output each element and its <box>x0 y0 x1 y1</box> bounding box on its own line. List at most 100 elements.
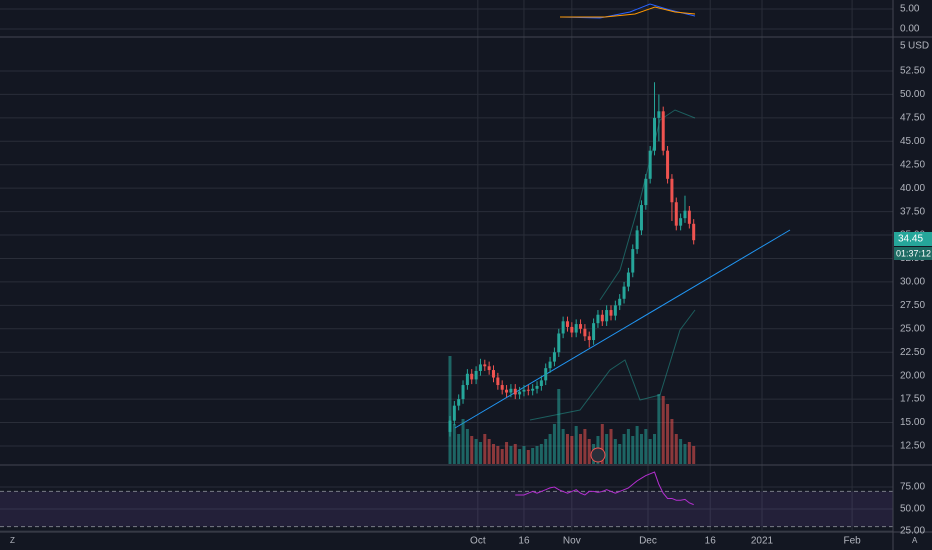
volume-bar <box>465 429 469 464</box>
volume-bar <box>653 434 657 464</box>
volume-bar <box>609 429 613 464</box>
volume-bar <box>631 436 635 464</box>
volume-bar <box>583 429 587 464</box>
countdown-box <box>894 247 932 260</box>
candle-body <box>465 373 469 386</box>
y-tick-label: 12.50 <box>900 441 925 452</box>
grid <box>0 0 893 532</box>
candle-body <box>679 218 683 226</box>
volume-bar <box>561 429 565 464</box>
x-tick-label: Dec <box>639 536 657 547</box>
x-tick-label: Feb <box>843 536 861 547</box>
volume-bar <box>461 419 465 464</box>
candle-body <box>670 178 674 203</box>
candle-body <box>657 111 661 118</box>
volume-bar <box>487 439 491 464</box>
candle-body <box>635 230 639 250</box>
volume-bar <box>692 446 696 464</box>
signal-line <box>560 6 696 18</box>
candle-body <box>622 286 626 299</box>
x-tick-label: 2021 <box>751 536 774 547</box>
volume-bar <box>522 446 526 464</box>
volume-bar <box>565 434 569 464</box>
volume-bar <box>552 424 556 464</box>
volume-bar <box>518 449 522 464</box>
volume-bar <box>474 439 478 464</box>
volume-bar <box>657 394 661 464</box>
countdown: 01:37:12 <box>896 248 931 258</box>
y-tick-label: 50.00 <box>900 89 925 100</box>
volume-bar <box>470 436 474 464</box>
candle-body <box>518 391 522 395</box>
volume-bar <box>674 434 678 464</box>
x-tick-label: 16 <box>705 536 717 547</box>
volume-bar <box>613 439 617 464</box>
volume-bar <box>483 434 487 464</box>
candle-body <box>579 324 583 329</box>
x-tick-label: Nov <box>563 536 581 547</box>
candle-body <box>644 178 648 206</box>
candle-body <box>539 380 543 386</box>
y-tick-label: 37.50 <box>900 206 925 217</box>
volume-bar <box>500 449 504 464</box>
y-tick-label: 0.00 <box>900 24 920 35</box>
candle-body <box>666 150 670 179</box>
candle-body <box>513 388 517 395</box>
y-tick-label: 45.00 <box>900 136 925 147</box>
candle-body <box>461 385 465 400</box>
candle-body <box>470 373 474 380</box>
candle-body <box>474 370 478 380</box>
y-tick-label: 17.50 <box>900 394 925 405</box>
candle-body <box>631 249 635 273</box>
y-tick-label: 42.50 <box>900 159 925 170</box>
auto-icon[interactable]: A <box>912 536 918 545</box>
axis-top-label: 5 <box>900 41 906 52</box>
candle-body <box>509 388 513 393</box>
candle-body <box>661 111 665 151</box>
volume-bar <box>579 434 583 464</box>
y-tick-label: 25.00 <box>900 323 925 334</box>
z-icon[interactable]: Z <box>10 536 15 545</box>
candle-body <box>609 310 613 316</box>
candle-body <box>505 389 509 393</box>
last-price: 34.45 <box>898 234 923 245</box>
volume-bar <box>548 434 552 464</box>
candle-body <box>552 352 556 362</box>
volume-bar <box>644 429 648 464</box>
y-tick-label: 25.00 <box>900 526 925 537</box>
candle-body <box>522 389 526 392</box>
volume-bar <box>648 439 652 464</box>
candle-body <box>592 323 596 341</box>
volume-bar <box>683 444 687 464</box>
volume-bar <box>626 429 630 464</box>
volume-bar <box>496 446 500 464</box>
volume-bar <box>531 448 535 464</box>
volume-bar <box>539 444 543 464</box>
volume-bar <box>635 426 639 464</box>
y-tick-label: 47.50 <box>900 113 925 124</box>
volume-bar <box>670 419 674 464</box>
candle-body <box>544 368 548 381</box>
volume-bar <box>509 446 513 464</box>
rsi-line <box>515 471 694 506</box>
volume-bar <box>492 444 495 464</box>
y-tick-label: 5.00 <box>900 4 920 15</box>
rsi-band <box>0 491 893 527</box>
volume-bar <box>666 404 670 464</box>
volume-bar <box>661 396 665 464</box>
candle-body <box>626 272 630 287</box>
candle-body <box>557 333 561 353</box>
earnings-icon[interactable] <box>590 447 606 463</box>
candle-body <box>618 298 622 306</box>
candle-body <box>692 223 696 241</box>
volume-bar <box>557 389 561 464</box>
y-tick-label: 40.00 <box>900 183 925 194</box>
y-tick-label: 20.00 <box>900 370 925 381</box>
volume-bar <box>622 434 626 464</box>
volume-bar <box>544 439 548 464</box>
volume-bar <box>535 446 539 464</box>
volume-bar <box>587 439 591 464</box>
candle-body <box>448 420 452 432</box>
y-tick-label: 22.50 <box>900 347 925 358</box>
